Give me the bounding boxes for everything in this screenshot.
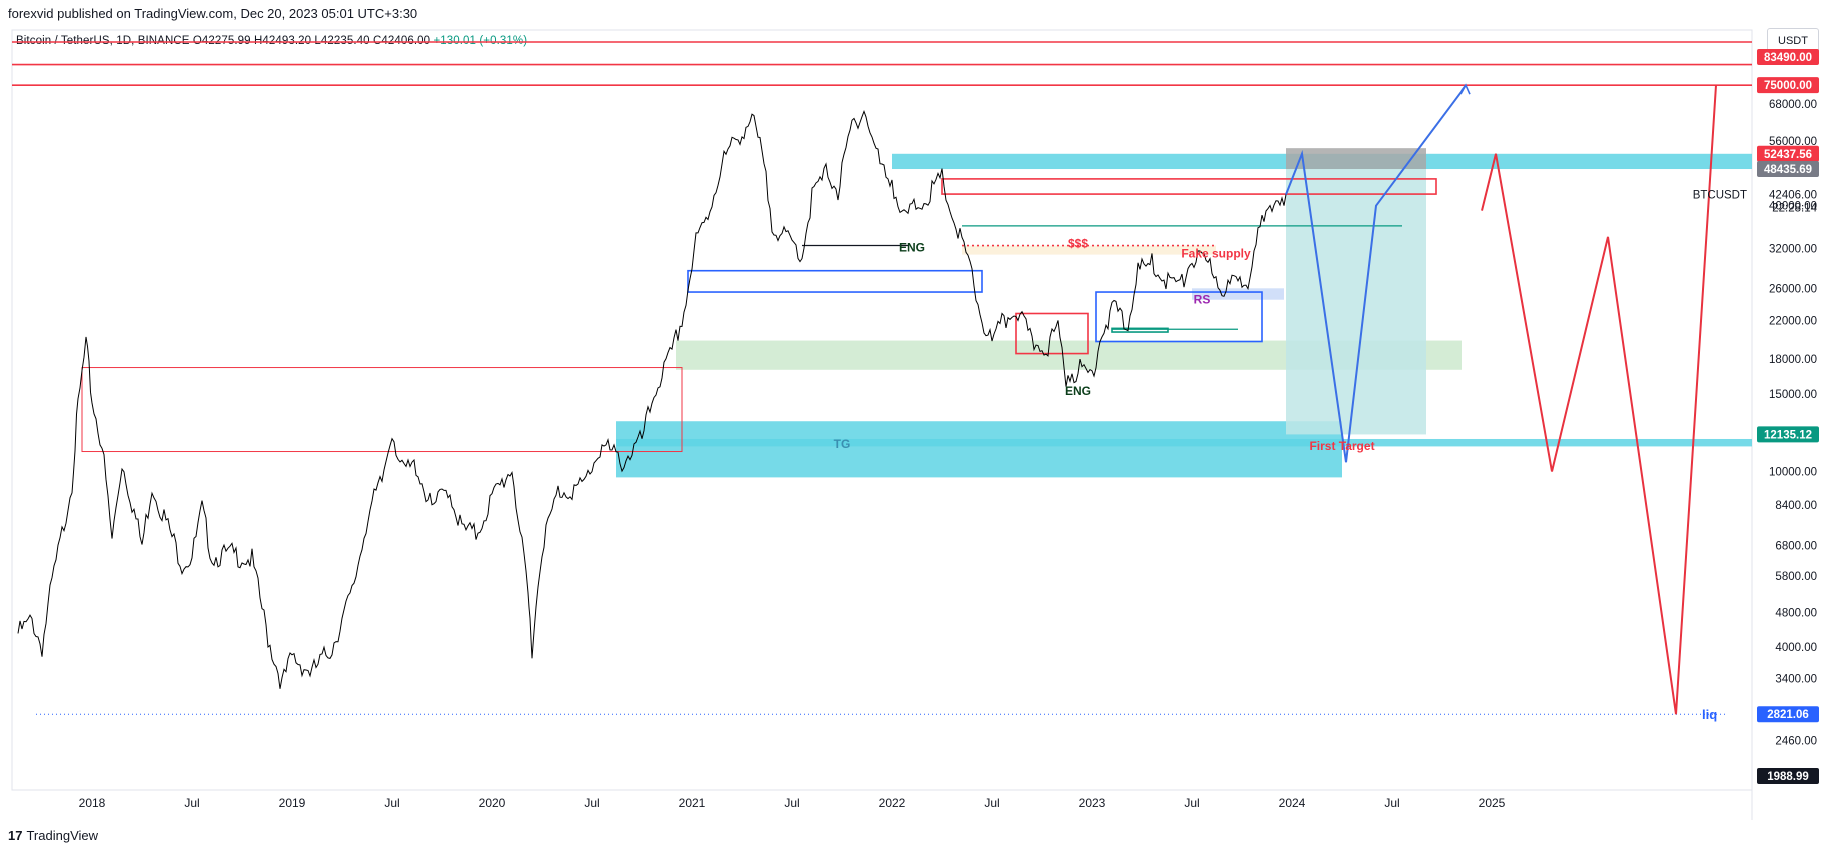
price-badge-label: 1988.99	[1767, 771, 1809, 783]
box-blue-box-2023	[1095, 291, 1263, 343]
price-tick-label: 22000.00	[1769, 315, 1817, 327]
annotation-rs-4: RS	[1194, 293, 1211, 307]
price-tick-label: 68000.00	[1769, 99, 1817, 111]
annotation-eng-0: ENG	[899, 241, 925, 255]
time-tick-label: 2024	[1279, 796, 1306, 810]
price-tick-label: 2460.00	[1775, 735, 1817, 747]
time-tick-label: Jul	[1384, 796, 1399, 810]
time-tick-label: Jul	[384, 796, 399, 810]
price-badge	[1757, 161, 1819, 178]
price-tick-label: 10000.00	[1769, 467, 1817, 479]
time-tick-label: 2021	[679, 796, 706, 810]
footer-brand-text: TradingView	[26, 828, 99, 843]
price-tick-label: 8400.00	[1775, 500, 1817, 512]
close-value: C42406.00	[372, 35, 431, 47]
footer-brand[interactable]: 17 TradingView	[8, 828, 98, 843]
box-top-red-box	[941, 178, 1437, 195]
zone-rs-zone-blue	[1192, 288, 1284, 300]
change-value: +130.01 (+0.31%)	[433, 35, 528, 47]
zone-tg-line-cyan	[616, 438, 1752, 447]
ohlc-legend: Bitcoin / TetherUS, 1D, BINANCE O42275.9…	[16, 35, 527, 47]
symbol-tag: BTCUSDT	[1693, 190, 1747, 202]
time-tick-label: 2019	[279, 796, 306, 810]
time-tick-label: 2018	[79, 796, 106, 810]
price-series-line	[17, 109, 1287, 689]
time-tick-label: 2022	[879, 796, 906, 810]
price-tick-label: 3400.00	[1775, 673, 1817, 685]
price-badge-label: 83490.00	[1764, 52, 1812, 64]
low-value: L42235.40	[314, 35, 370, 47]
time-tick-label: Jul	[584, 796, 599, 810]
price-tick-label: 26000.00	[1769, 283, 1817, 295]
time-tick-label: Jul	[984, 796, 999, 810]
time-tick-label: 2025	[1479, 796, 1506, 810]
price-tick-label: 56000.00	[1769, 136, 1817, 148]
projection-arrow-head	[1460, 83, 1471, 95]
price-tick-label: 4000.00	[1775, 642, 1817, 654]
box-big-red-box	[81, 367, 683, 453]
price-badge	[1757, 77, 1819, 94]
zone-fake-supply-orange	[962, 245, 1216, 255]
price-badge-label: 75000.00	[1764, 80, 1812, 92]
open-value: O42275.99	[192, 35, 251, 47]
price-badge-label: 48435.69	[1764, 164, 1812, 176]
price-badge-label: 12135.12	[1764, 429, 1812, 441]
price-tick-label: 40000.00	[1769, 201, 1817, 213]
time-tick-label: Jul	[784, 796, 799, 810]
last-price-label: 42406.00	[1769, 190, 1817, 202]
box-blue-box-2021	[687, 269, 983, 293]
price-tick-label: 15000.00	[1769, 389, 1817, 401]
price-badge	[1757, 768, 1819, 784]
price-badge	[1757, 706, 1819, 723]
annotation-fake-supply-3: Fake supply	[1181, 247, 1251, 261]
price-badge	[1757, 49, 1819, 65]
chart-pane-border	[11, 29, 1753, 791]
annotation-eng-1: ENG	[1065, 384, 1091, 398]
price-badge-label: 52437.56	[1764, 149, 1812, 161]
price-badge	[1757, 145, 1819, 162]
box-mid-red-box	[1015, 312, 1089, 355]
price-tick-label: 5800.00	[1775, 571, 1817, 583]
price-tick-label: 6800.00	[1775, 540, 1817, 552]
annotation-tg-5: TG	[834, 437, 851, 451]
time-tick-label: Jul	[184, 796, 199, 810]
projection-path-blue	[1285, 84, 1467, 463]
annotation---2: $$$	[1068, 236, 1088, 250]
projection-path-red	[1481, 85, 1717, 715]
time-tick-label: 2020	[479, 796, 506, 810]
liq-label: liq	[1702, 707, 1717, 722]
box-small-green-box	[1111, 327, 1169, 333]
zone-position-gray	[1286, 148, 1426, 170]
symbol-description[interactable]: Bitcoin / TetherUS, 1D, BINANCE	[16, 35, 190, 47]
tradingview-logo-icon: 17	[8, 828, 23, 843]
publish-info: forexvid published on TradingView.com, D…	[8, 6, 418, 21]
time-tick-label: 2023	[1079, 796, 1106, 810]
price-badge	[1757, 426, 1819, 443]
zone-position-teal	[1286, 169, 1426, 435]
price-tick-label: 4800.00	[1775, 607, 1817, 619]
price-tick-label: 32000.00	[1769, 243, 1817, 255]
time-tick-label: Jul	[1184, 796, 1199, 810]
high-value: H42493.20	[253, 35, 312, 47]
zone-tg-zone-cyan	[616, 421, 1342, 478]
countdown-label: 22:28:14	[1772, 203, 1817, 215]
price-badge-label: 2821.06	[1767, 709, 1809, 721]
annotation-first-target-6: First Target	[1309, 439, 1374, 453]
price-tick-label: 18000.00	[1769, 354, 1817, 366]
